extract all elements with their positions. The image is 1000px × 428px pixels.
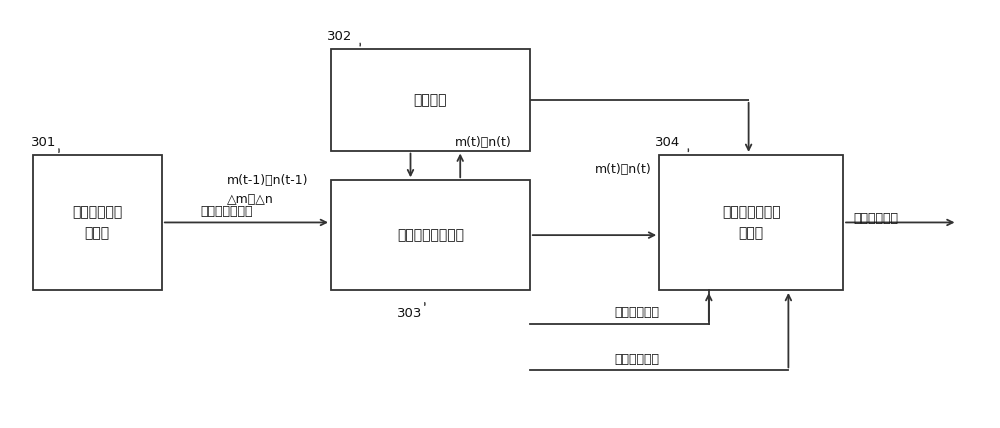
Text: m(t-1)、n(t-1)
△m、△n: m(t-1)、n(t-1) △m、△n — [227, 174, 308, 206]
Text: 304: 304 — [655, 136, 680, 149]
Bar — [33, 155, 162, 290]
Text: 存储模块: 存储模块 — [414, 93, 447, 107]
Text: 加权系数控制模块: 加权系数控制模块 — [397, 228, 464, 242]
Text: 切换合成结果: 切换合成结果 — [853, 212, 898, 225]
Text: 电压、电流数值: 电压、电流数值 — [200, 205, 253, 218]
Text: 301: 301 — [31, 136, 56, 149]
Text: 恒流控制结果: 恒流控制结果 — [614, 353, 659, 366]
Text: 303: 303 — [397, 307, 422, 320]
Bar — [331, 180, 530, 290]
Text: m(t)、n(t): m(t)、n(t) — [594, 163, 651, 176]
Text: m(t)、n(t): m(t)、n(t) — [455, 136, 512, 149]
Text: 恒压控制结果: 恒压控制结果 — [614, 306, 659, 318]
Text: 电压、电流检
测模块: 电压、电流检 测模块 — [72, 205, 122, 240]
Bar — [659, 155, 843, 290]
Text: 切换合成结果计
算模块: 切换合成结果计 算模块 — [722, 205, 780, 240]
Text: 302: 302 — [327, 30, 352, 43]
Bar — [331, 49, 530, 151]
